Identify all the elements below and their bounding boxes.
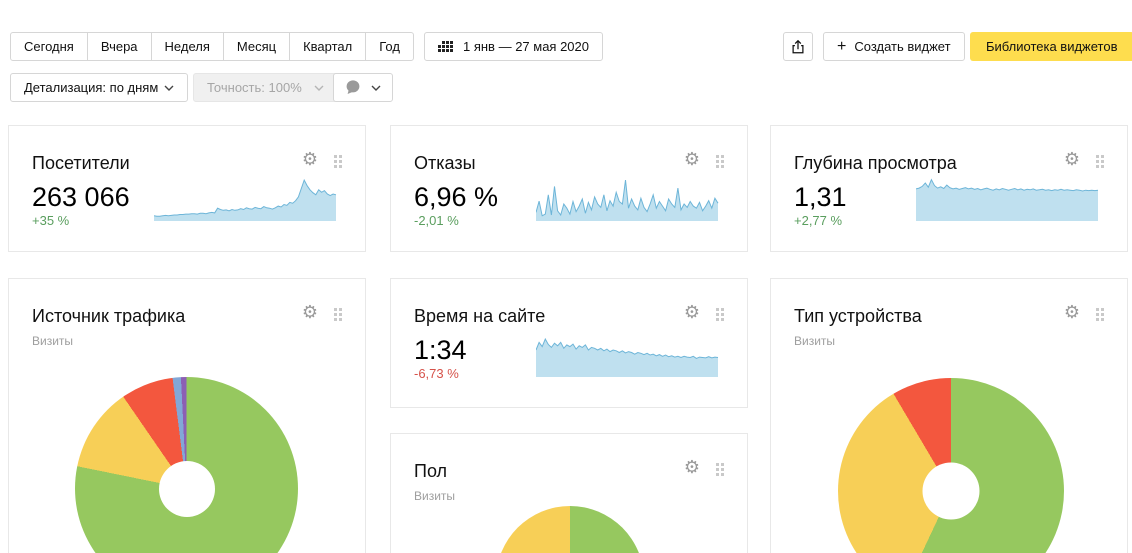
widget-delta: +2,77 % [794,213,843,228]
widget-settings-icon[interactable]: ⚙ [301,302,318,323]
accuracy-label: Точность: 100% [207,80,302,95]
chevron-down-icon [164,85,174,91]
detail-label: Детализация: по дням [24,80,159,95]
widget-subtitle: Визиты [414,489,456,503]
comment-icon [346,80,360,94]
bounces-sparkline-chart [536,180,719,221]
widget-library-label: Библиотека виджетов [986,39,1118,54]
accuracy-dropdown[interactable]: Точность: 100% [193,73,338,102]
widget-settings-icon[interactable]: ⚙ [301,149,318,170]
range-button-month[interactable]: Месяц [222,32,291,61]
widget-settings-icon[interactable]: ⚙ [683,302,700,323]
date-picker-button[interactable]: 1 янв — 27 мая 2020 [424,32,604,61]
widget-settings-icon[interactable]: ⚙ [683,149,700,170]
chevron-down-icon [314,85,324,91]
chevron-down-icon [371,85,381,91]
widget-title: Пол [414,461,448,481]
widget-title: Тип устройства [794,306,922,326]
widget-value: 6,96 % [414,182,499,212]
widget-title: Отказы [414,153,476,173]
widget-subtitle: Визиты [794,334,836,348]
widget-depth: Глубина просмотра ⚙ 1,31 +2,77 % [770,125,1128,252]
detail-dropdown[interactable]: Детализация: по дням [10,73,189,102]
traffic-source-donut-chart [75,377,298,553]
widget-device-type: Тип устройства Визиты ⚙ [770,278,1128,553]
share-button[interactable] [783,32,813,61]
widget-value: 1:34 [414,335,467,365]
widget-value: 263 066 [32,182,130,212]
widget-settings-icon[interactable]: ⚙ [1063,302,1080,323]
widget-delta: +35 % [32,213,70,228]
share-icon [792,39,804,53]
create-widget-label: Создать виджет [854,39,951,54]
widget-drag-handle-icon[interactable] [1096,155,1104,168]
widget-time-on-site: Время на сайте ⚙ 1:34 -6,73 % [390,278,748,408]
widget-visitors: Посетители ⚙ 263 066 +35 % [8,125,366,252]
visitors-sparkline-chart [154,178,337,221]
donut-hole [922,462,980,520]
widget-gender: Пол Визиты ⚙ [390,433,748,553]
gender-donut-chart [496,506,644,553]
range-button-quarter[interactable]: Квартал [289,32,367,61]
create-widget-button[interactable]: + Создать виджет [823,32,965,61]
widget-drag-handle-icon[interactable] [716,463,724,476]
widget-settings-icon[interactable]: ⚙ [1063,149,1080,170]
widget-drag-handle-icon[interactable] [716,308,724,321]
widget-title: Источник трафика [32,306,186,326]
date-range-segment: Сегодня Вчера Неделя Месяц Квартал Год [10,32,414,61]
time-on-site-sparkline-chart [536,337,719,377]
widget-bounces: Отказы ⚙ 6,96 % -2,01 % [390,125,748,252]
widget-drag-handle-icon[interactable] [716,155,724,168]
range-button-week[interactable]: Неделя [150,32,224,61]
widget-title: Время на сайте [414,306,546,326]
range-button-year[interactable]: Год [365,32,414,61]
widget-value: 1,31 [794,182,847,212]
widget-title: Глубина просмотра [794,153,957,173]
range-button-yesterday[interactable]: Вчера [86,32,152,61]
widget-traffic-source: Источник трафика Визиты ⚙ [8,278,366,553]
depth-sparkline-chart [916,178,1099,221]
widget-drag-handle-icon[interactable] [334,308,342,321]
widget-delta: -2,01 % [414,213,459,228]
widget-drag-handle-icon[interactable] [1096,308,1104,321]
widget-settings-icon[interactable]: ⚙ [683,457,700,478]
donut-hole [158,460,215,517]
widget-title: Посетители [32,153,130,173]
widget-delta: -6,73 % [414,366,459,381]
calendar-grid-icon [438,41,453,52]
comments-dropdown[interactable] [333,73,393,102]
widget-drag-handle-icon[interactable] [334,155,342,168]
date-range-label: 1 янв — 27 мая 2020 [463,39,590,54]
widget-subtitle: Визиты [32,334,74,348]
plus-icon: + [837,37,847,55]
device-type-donut-chart [838,378,1064,553]
widget-library-button[interactable]: Библиотека виджетов [970,32,1132,61]
range-button-today[interactable]: Сегодня [10,32,88,61]
